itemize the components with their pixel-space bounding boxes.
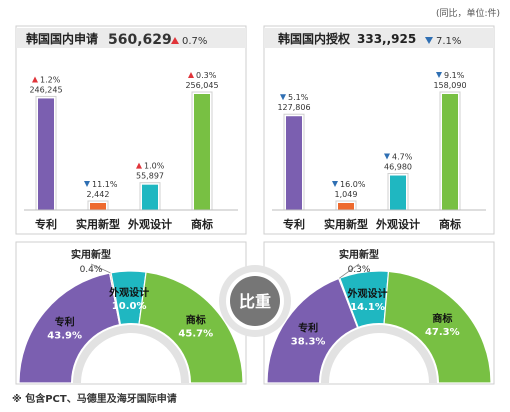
applications-share-percent-utility-model: 0.4% xyxy=(80,265,103,275)
grants-value-label-design: 46,980 xyxy=(384,163,412,172)
applications-total-up-arrow-icon xyxy=(171,37,179,44)
grants-bar-patent xyxy=(286,116,302,210)
grants-value-label-utility-model: 1,049 xyxy=(335,190,358,199)
grants-share-percent-trademark: 47.3% xyxy=(425,327,460,338)
grants-down-arrow-icon-patent xyxy=(280,94,286,101)
applications-share-callout-line-utility-model xyxy=(90,263,111,274)
grants-value-label-trademark: 158,090 xyxy=(433,81,466,90)
applications-bar-utility-model xyxy=(90,203,106,210)
grants-down-arrow-icon-trademark xyxy=(436,72,442,78)
grants-total-down-arrow-icon xyxy=(425,37,433,44)
applications-category-label-design: 外观设计 xyxy=(127,217,172,231)
applications-share-hub xyxy=(83,335,179,383)
grants-share-label-trademark: 商标 xyxy=(432,312,452,325)
applications-bar-trademark xyxy=(194,94,210,210)
applications-category-label-utility-model: 实用新型 xyxy=(76,217,120,231)
grants-total: 333,,925 xyxy=(357,32,416,46)
applications-share-sectors xyxy=(18,270,244,383)
applications-bar-design xyxy=(142,184,158,210)
applications-down-arrow-icon-utility-model xyxy=(84,181,90,187)
grants-share-label-patent: 专利 xyxy=(298,321,318,334)
grants-category-label-utility-model: 实用新型 xyxy=(324,217,368,231)
applications-up-arrow-icon-design xyxy=(136,162,142,169)
applications-value-label-patent: 246,245 xyxy=(29,85,62,94)
grants-title-bar xyxy=(264,28,494,48)
applications-share-percent-patent: 43.9% xyxy=(47,330,82,341)
applications-share-percent-design: 10.0% xyxy=(112,301,147,312)
applications-share-label-design: 外观设计 xyxy=(108,286,149,299)
grants-change-label-utility-model: 16.0% xyxy=(340,180,366,189)
applications-change-label-patent: 1.2% xyxy=(40,75,61,84)
applications-total-change-value: 0.7% xyxy=(182,36,207,47)
applications-title: 韩国国内申请 xyxy=(26,31,98,46)
applications-change-label-trademark: 0.3% xyxy=(196,71,217,80)
grants-category-label-trademark: 商标 xyxy=(439,217,461,231)
grants-share-percent-utility-model: 0.3% xyxy=(348,265,371,275)
grants-down-arrow-icon-design xyxy=(384,153,390,160)
applications-total: 560,629 xyxy=(108,32,172,48)
grants-bar-trademark xyxy=(442,94,458,210)
grants-bar-utility-model xyxy=(338,203,354,210)
grants-change-label-patent: 5.1% xyxy=(288,93,309,102)
grants-share-hub xyxy=(331,335,427,383)
footnote: ※ 包含PCT、马德里及海牙国际申请 xyxy=(12,392,177,405)
grants-share-sectors xyxy=(266,270,492,383)
applications-up-arrow-icon-trademark xyxy=(188,72,194,78)
applications-share-chart: 专利 43.9% 外观设计 10.0% 商标 45.7% 实用新型 0.4% xyxy=(15,241,247,385)
applications-total-change: 0.7% xyxy=(171,36,207,47)
grants-change-label-design: 4.7% xyxy=(392,153,413,162)
grants-share-percent-patent: 38.3% xyxy=(291,336,326,347)
applications-value-label-design: 55,897 xyxy=(136,172,164,181)
grants-total-change: 7.1% xyxy=(425,36,461,47)
applications-share-label-patent: 专利 xyxy=(55,315,75,328)
applications-up-arrow-icon-patent xyxy=(32,76,38,83)
applications-change-label-utility-model: 11.1% xyxy=(92,180,118,189)
grants-total-change-value: 7.1% xyxy=(436,36,461,47)
grants-share-hub-grey-ring xyxy=(321,325,437,383)
grants-title: 韩国国内授权 xyxy=(278,31,351,46)
grants-share-chart: 专利 38.3% 外观设计 14.1% 商标 47.3% 实用新型 0.3% xyxy=(263,241,495,385)
grants-category-label-patent: 专利 xyxy=(283,217,305,231)
applications-value-label-trademark: 256,045 xyxy=(185,81,218,90)
grants-bar-design xyxy=(390,175,406,210)
applications-title-bar xyxy=(16,28,246,48)
grants-down-arrow-icon-utility-model xyxy=(332,181,338,187)
grants-share-label-design: 外观设计 xyxy=(347,287,388,300)
applications-category-label-patent: 专利 xyxy=(35,217,57,231)
applications-share-percent-trademark: 45.7% xyxy=(178,328,213,339)
grants-value-label-patent: 127,806 xyxy=(277,103,310,112)
applications-bar-patent xyxy=(38,98,54,210)
share-badge-label: 比重 xyxy=(239,292,271,311)
applications-share-label-utility-model: 实用新型 xyxy=(71,248,111,261)
applications-change-label-design: 1.0% xyxy=(144,162,165,171)
grants-share-percent-design: 14.1% xyxy=(350,302,385,313)
applications-category-label-trademark: 商标 xyxy=(191,217,213,231)
share-badge: 比重 xyxy=(219,265,291,337)
applications-share-label-trademark: 商标 xyxy=(186,313,206,326)
applications-value-label-utility-model: 2,442 xyxy=(87,190,110,199)
grants-share-label-utility-model: 实用新型 xyxy=(339,248,379,261)
unit-note: (同比，单位:件) xyxy=(436,7,500,19)
grants-category-label-design: 外观设计 xyxy=(375,217,420,231)
share-badge-core xyxy=(230,276,280,326)
applications-share-hub-grey-ring xyxy=(73,325,189,383)
grants-share-callout-line-utility-model xyxy=(339,263,360,279)
grants-change-label-trademark: 9.1% xyxy=(444,71,465,80)
grants-panel: 韩国国内授权 333,,925 7.1% 127,8065.1%专利1,0491… xyxy=(263,25,495,235)
